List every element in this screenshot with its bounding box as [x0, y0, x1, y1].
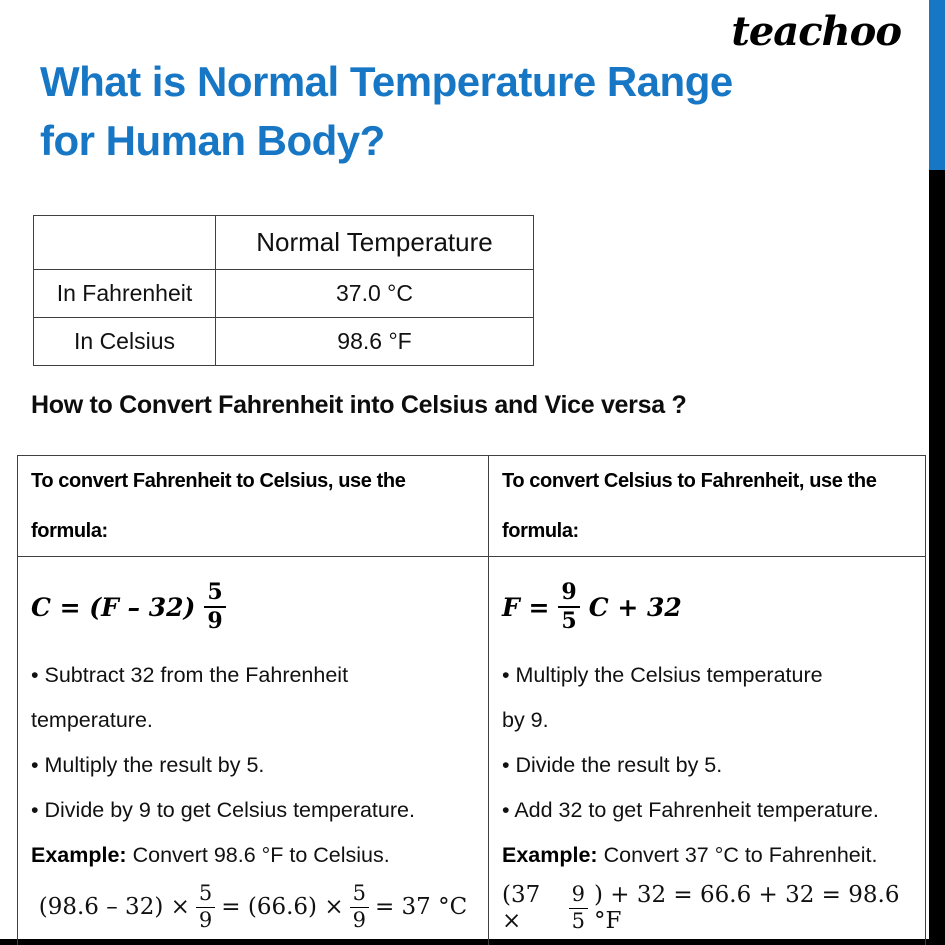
f2c-steps: • Subtract 32 from the Fahrenheit temper… [31, 653, 475, 833]
bullet-item: • Multiply the result by 5. [31, 753, 265, 777]
fraction-numerator: 5 [195, 881, 216, 908]
equation-text: (98.6 – 32) × [38, 894, 190, 921]
conversion-header-row: To convert Fahrenheit to Celsius, use th… [17, 455, 926, 557]
bullet-item: • Add 32 to get Fahrenheit temperature. [502, 798, 879, 822]
equation-text: = 37 °C [374, 894, 468, 921]
bullet-item: • Multiply the Celsius temperature by 9. [502, 663, 823, 732]
equation-text: ) + 32 = 66.6 + 32 = 98.6 °F [593, 882, 900, 934]
section-heading: How to Convert Fahrenheit into Celsius a… [31, 391, 687, 419]
example-text: Convert 98.6 °F to Celsius. [126, 843, 390, 867]
row-label-celsius: In Celsius [33, 317, 216, 366]
empty-header-cell [33, 215, 216, 270]
row-value-celsius: 98.6 °F [215, 317, 534, 366]
c2f-header: To convert Celsius to Fahrenheit, use th… [488, 455, 926, 557]
fraction-denominator: 5 [561, 608, 577, 634]
row-label-fahrenheit: In Fahrenheit [33, 269, 216, 318]
table-row: In Fahrenheit 37.0 °C [33, 269, 534, 318]
c2f-steps: • Multiply the Celsius temperature by 9.… [502, 653, 912, 833]
table-header-row: Normal Temperature [33, 215, 534, 270]
right-edge-accent-black [929, 170, 945, 945]
row-value-fahrenheit: 37.0 °C [215, 269, 534, 318]
fraction-numerator: 5 [349, 881, 369, 908]
normal-temperature-col-header: Normal Temperature [215, 215, 534, 270]
fraction-denominator: 9 [207, 608, 223, 634]
example-label: Example: [31, 843, 127, 867]
conversion-table: To convert Fahrenheit to Celsius, use th… [17, 455, 926, 945]
fraction-numerator: 9 [558, 580, 580, 608]
example-text: Convert 37 °C to Fahrenheit. [597, 843, 878, 867]
fraction-numerator: 9 [568, 882, 588, 909]
formula-text: F = [502, 592, 550, 622]
formula-text: C = (F – 32) [31, 592, 196, 622]
bullet-item: • Subtract 32 from the Fahrenheit temper… [31, 663, 349, 732]
equation-text: = (66.6) × [221, 894, 344, 921]
table-row: In Celsius 98.6 °F [33, 317, 534, 366]
right-edge-accent-blue [929, 0, 945, 170]
normal-temperature-table: Normal Temperature In Fahrenheit 37.0 °C… [33, 215, 534, 366]
page-title: What is Normal Temperature Range for Hum… [40, 58, 733, 164]
fraction-denominator: 9 [352, 907, 366, 932]
equation-text: (37 × [502, 882, 541, 934]
bullet-item: • Divide the result by 5. [502, 753, 723, 777]
f2c-example-line: Example: Convert 98.6 °F to Celsius. [31, 833, 475, 878]
formula-text: C + 32 [588, 592, 682, 622]
c2f-example-line: Example: Convert 37 °C to Fahrenheit. [502, 833, 912, 878]
example-label: Example: [502, 843, 598, 867]
bullet-item: • Divide by 9 to get Celsius temperature… [31, 798, 415, 822]
teachoo-logo: teachoo [731, 8, 902, 55]
fraction-denominator: 5 [571, 908, 585, 933]
fraction-numerator: 5 [204, 580, 226, 608]
f2c-header: To convert Fahrenheit to Celsius, use th… [17, 455, 489, 557]
fraction-denominator: 9 [198, 907, 213, 932]
